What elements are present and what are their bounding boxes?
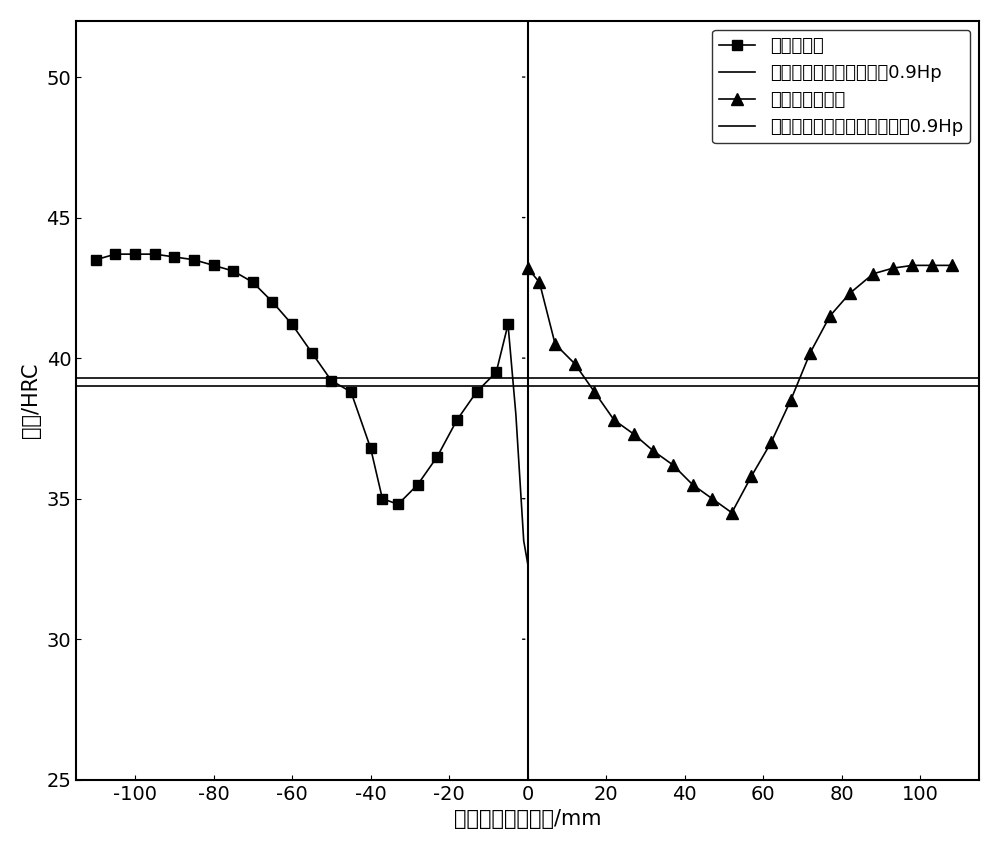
共折珠光体鈢轨 <box>824 311 836 321</box>
Legend: 贝氏体鈢轨, 贝氏体鈢轨软化区测量线0.9Hp, 共折珠光体鈢轨, 共折珠光体鈢轨软化区测量线0.9Hp: 贝氏体鈢轨, 贝氏体鈢轨软化区测量线0.9Hp, 共折珠光体鈢轨, 共折珠光体鈢… <box>712 30 970 144</box>
贝氏体鈢轨 <box>208 260 220 270</box>
共折珠光体鈢轨 <box>687 479 699 490</box>
贝氏体鈢轨 <box>412 479 424 490</box>
贝氏体鈢轨 <box>266 297 278 307</box>
共折珠光体鈢轨 <box>906 260 918 270</box>
贝氏体鈢轨 <box>451 415 463 425</box>
贝氏体鈢轨 <box>188 255 200 265</box>
共折珠光体鈢轨 <box>804 348 816 358</box>
贝氏体鈢轨 <box>286 320 298 330</box>
共折珠光体鈢轨软化区测量线0.9Hp <box>526 381 538 391</box>
共折珠光体鈢轨 <box>745 471 757 481</box>
贝氏体鈢轨软化区测量线0.9Hp <box>526 372 538 382</box>
共折珠光体鈢轨 <box>785 395 797 405</box>
贝氏体鈢轨 <box>90 255 102 265</box>
贝氏体鈢轨 <box>129 249 141 259</box>
共折珠光体鈢轨 <box>588 387 600 397</box>
Line: 贝氏体鈢轨: 贝氏体鈢轨 <box>91 249 513 509</box>
共折珠光体鈢轨 <box>569 359 581 369</box>
共折珠光体鈢轨 <box>628 429 640 439</box>
贝氏体鈢轨 <box>149 249 161 259</box>
共折珠光体鈢轨 <box>706 494 718 504</box>
贝氏体鈢轨 <box>376 494 388 504</box>
贝氏体鈢轨 <box>471 387 483 397</box>
共折珠光体鈢轨 <box>608 415 620 425</box>
贝氏体鈢轨 <box>306 348 318 358</box>
共折珠光体鈢轨 <box>844 288 856 298</box>
贝氏体鈢轨 <box>247 277 259 287</box>
共折珠光体鈢轨 <box>522 264 534 274</box>
共折珠光体鈢轨 <box>667 460 679 470</box>
共折珠光体鈢轨 <box>926 260 938 270</box>
贝氏体鈢轨 <box>109 249 121 259</box>
共折珠光体鈢轨 <box>867 269 879 279</box>
共折珠光体鈢轨 <box>946 260 958 270</box>
贝氏体鈢轨 <box>325 376 337 386</box>
贝氏体鈢轨 <box>392 499 404 509</box>
Line: 共折珠光体鈢轨: 共折珠光体鈢轨 <box>522 260 957 518</box>
贝氏体鈢轨 <box>227 266 239 276</box>
共折珠光体鈢轨 <box>726 507 738 518</box>
贝氏体鈢轨 <box>168 252 180 262</box>
贝氏体鈢轨 <box>365 443 377 453</box>
贝氏体鈢轨 <box>345 387 357 397</box>
共折珠光体鈢轨 <box>533 277 545 287</box>
X-axis label: 与焊缝中心的距离/mm: 与焊缝中心的距离/mm <box>454 809 601 829</box>
共折珠光体鈢轨 <box>765 438 777 448</box>
贝氏体鈢轨软化区测量线0.9Hp <box>522 372 534 382</box>
Y-axis label: 硬度/HRC: 硬度/HRC <box>21 363 41 438</box>
贝氏体鈢轨 <box>490 367 502 377</box>
共折珠光体鈢轨 <box>647 445 659 456</box>
共折珠光体鈢轨 <box>549 339 561 349</box>
贝氏体鈢轨 <box>431 451 443 462</box>
贝氏体鈢轨 <box>502 320 514 330</box>
共折珠光体鈢轨 <box>887 264 899 274</box>
共折珠光体鈢轨软化区测量线0.9Hp <box>522 381 534 391</box>
